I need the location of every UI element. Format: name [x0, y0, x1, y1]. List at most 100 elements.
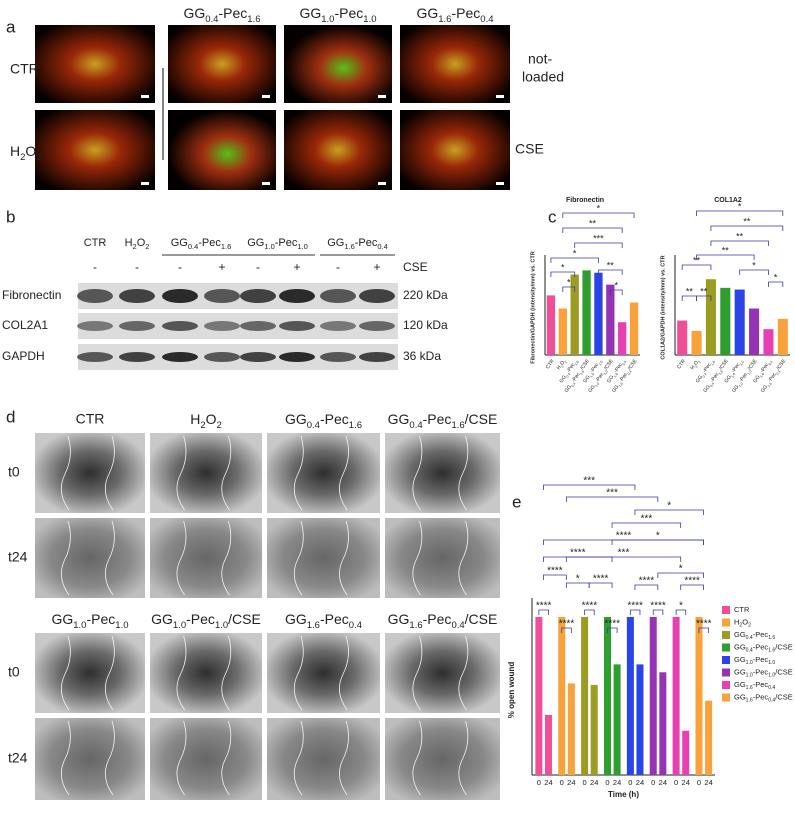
cse-mark: - [93, 260, 97, 274]
significance-label: **** [570, 548, 586, 559]
wound-image [35, 718, 145, 800]
text-part: 0.4 [702, 372, 708, 378]
wound-edge [339, 720, 349, 796]
text-part: 1.6 [574, 360, 580, 366]
fluorescence-image [35, 110, 155, 190]
text-part: -Pec [731, 362, 742, 374]
bar [567, 683, 575, 775]
x-tick-label: 0 [697, 778, 701, 787]
panel-letter: e [512, 492, 521, 511]
text-part: -Pec [753, 667, 769, 676]
significance-label: * [573, 248, 577, 258]
text-part: 1.6 [438, 14, 451, 25]
bar [594, 272, 603, 355]
wound-edge [60, 720, 71, 796]
text-part: 1.6 [221, 242, 231, 251]
bar [734, 289, 745, 355]
bar [763, 329, 774, 355]
bar [695, 616, 703, 775]
wound-edge [221, 635, 232, 711]
text-part: 1.6 [768, 635, 775, 641]
scale-bar [496, 95, 504, 98]
text-part: 1.0 [589, 372, 595, 378]
bar [570, 274, 579, 355]
x-tick-label: GG1.6-Pec0.4 [606, 358, 627, 384]
text-part: -Pec [613, 362, 624, 374]
text-part: -Pec [218, 5, 247, 21]
text-part: GG [695, 375, 704, 385]
legend-swatch [722, 656, 730, 664]
blot-band [204, 289, 240, 303]
text-part: -Pec [760, 362, 771, 374]
text-part: 1.0 [738, 382, 744, 388]
blot-band [279, 289, 315, 303]
text-part: 1.6 [579, 369, 585, 375]
text-part: 1.0 [747, 369, 753, 375]
significance-bracket [680, 584, 704, 590]
wound-edge [176, 720, 187, 796]
x-tick-label: 24 [636, 778, 644, 787]
x-tick-label: 0 [583, 778, 587, 787]
scale-bar [378, 95, 386, 98]
blot-band [279, 321, 315, 331]
text-part: -Pec [595, 371, 606, 383]
text-part: -Pec [423, 611, 452, 627]
text-part: GG [564, 384, 573, 394]
legend-label: GG0.4-Pec1.6/CSE [734, 642, 793, 653]
significance-label: *** [641, 514, 653, 525]
blot-band [204, 352, 240, 362]
text-part: 0.4 [746, 648, 753, 654]
significance-label: ** [736, 231, 744, 241]
blot-band [240, 321, 276, 331]
row-label: t0 [8, 464, 20, 480]
text-part: 1.6 [409, 620, 422, 631]
text-part: 0.4 [451, 620, 465, 631]
size-label: 220 kDa [403, 288, 448, 302]
text-part: 0.4 [768, 360, 774, 366]
text-part: -Pec [334, 5, 363, 21]
bar [582, 270, 591, 355]
text-part: GG [734, 667, 746, 676]
text-part: 1.6 [718, 369, 724, 375]
significance-bracket [681, 264, 712, 270]
wound-edge [221, 720, 232, 796]
x-tick-label: GG1.0-Pec1.0 [724, 358, 745, 384]
significance-bracket [696, 210, 784, 216]
scale-bar [378, 182, 386, 185]
text-part: GG [703, 384, 712, 394]
scale-bar [262, 95, 270, 98]
column-header: GG0.4-Pec1.6 [183, 5, 260, 25]
text-part: O [25, 143, 36, 159]
column-header: CTR [76, 411, 105, 427]
bar [613, 664, 621, 775]
bar [618, 322, 627, 355]
text-part: 2 [133, 242, 137, 251]
significance-bracket [607, 627, 618, 633]
scale-bar [496, 182, 504, 185]
significance-bracket [710, 240, 769, 246]
legend-swatch [722, 693, 730, 702]
y-axis-label: COL1A2/GAPDH (intensity/mm) vs. CTR [660, 255, 666, 359]
significance-bracket [675, 609, 687, 615]
blot-band [359, 289, 395, 303]
x-tick-label: 0 [605, 778, 609, 787]
text-part: -Pec [566, 362, 577, 374]
significance-label: **** [627, 601, 643, 612]
wound-edge [412, 720, 423, 796]
text-part: 2 [564, 360, 568, 364]
text-part: GG [734, 655, 746, 664]
text-part: O [137, 237, 146, 249]
text-part: GG [559, 375, 568, 385]
legend-label: GG1.6-Pec0.4 [734, 680, 775, 691]
text-part: -Pec [320, 611, 349, 627]
bar [636, 664, 644, 775]
protein-label: COL2A1 [2, 318, 48, 332]
significance-bracket [598, 269, 623, 275]
text-part: 1.0 [739, 360, 745, 366]
text-part: 1.0 [264, 242, 274, 251]
x-tick-label: CTR [676, 358, 687, 370]
text-part: 1.6 [307, 620, 320, 631]
significance-label: ** [607, 260, 615, 270]
wound-edge [221, 520, 232, 596]
